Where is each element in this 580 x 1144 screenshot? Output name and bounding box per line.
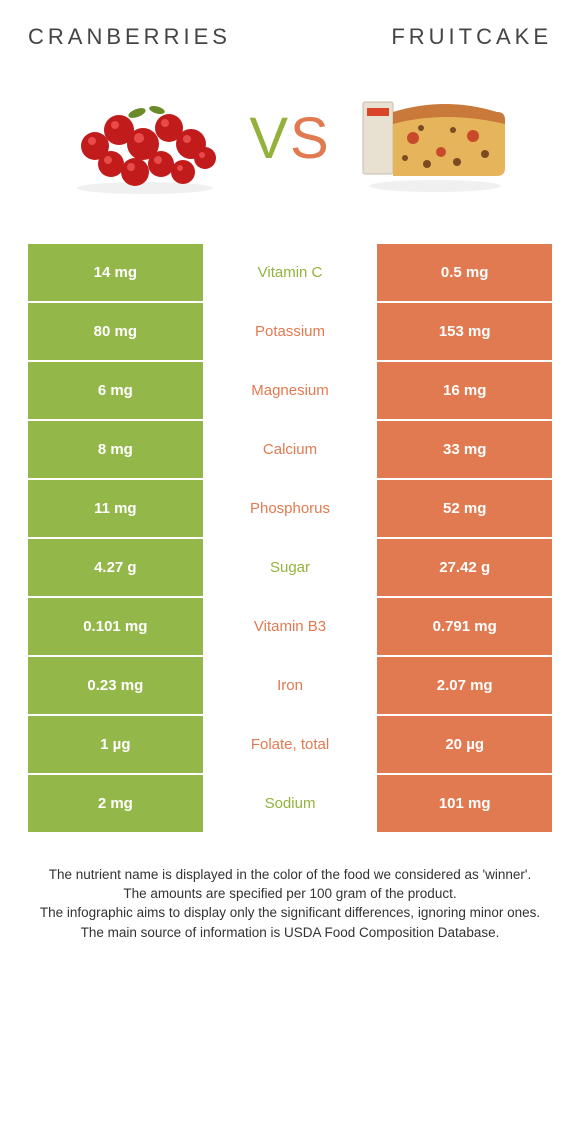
nutrient-label: Phosphorus	[203, 480, 378, 537]
nutrient-row: 2 mgSodium101 mg	[28, 775, 552, 832]
value-right: 52 mg	[377, 480, 552, 537]
vs-v: V	[249, 106, 290, 171]
value-right: 16 mg	[377, 362, 552, 419]
value-right: 20 µg	[377, 716, 552, 773]
value-left: 14 mg	[28, 244, 203, 301]
value-right: 153 mg	[377, 303, 552, 360]
cranberries-image	[65, 78, 225, 198]
nutrient-table: 14 mgVitamin C0.5 mg80 mgPotassium153 mg…	[28, 244, 552, 832]
nutrient-label: Iron	[203, 657, 378, 714]
title-left: CRANBERRIES	[28, 24, 231, 50]
value-left: 0.23 mg	[28, 657, 203, 714]
nutrient-row: 0.101 mgVitamin B30.791 mg	[28, 598, 552, 655]
value-left: 0.101 mg	[28, 598, 203, 655]
value-right: 0.5 mg	[377, 244, 552, 301]
value-left: 6 mg	[28, 362, 203, 419]
nutrient-label: Calcium	[203, 421, 378, 478]
nutrient-label: Sodium	[203, 775, 378, 832]
value-left: 8 mg	[28, 421, 203, 478]
value-right: 2.07 mg	[377, 657, 552, 714]
value-left: 1 µg	[28, 716, 203, 773]
value-right: 101 mg	[377, 775, 552, 832]
infographic-page: CRANBERRIES FRUITCAKE VS	[0, 0, 580, 942]
footnotes: The nutrient name is displayed in the co…	[28, 866, 552, 942]
nutrient-label: Sugar	[203, 539, 378, 596]
titles-row: CRANBERRIES FRUITCAKE	[28, 24, 552, 50]
nutrient-row: 14 mgVitamin C0.5 mg	[28, 244, 552, 301]
value-left: 4.27 g	[28, 539, 203, 596]
nutrient-label: Magnesium	[203, 362, 378, 419]
nutrient-row: 0.23 mgIron2.07 mg	[28, 657, 552, 714]
title-right: FRUITCAKE	[391, 24, 552, 50]
image-row: VS	[28, 78, 552, 198]
footnote-line: The amounts are specified per 100 gram o…	[36, 885, 544, 903]
fruitcake-image	[355, 78, 515, 198]
value-left: 2 mg	[28, 775, 203, 832]
value-right: 27.42 g	[377, 539, 552, 596]
nutrient-label: Folate, total	[203, 716, 378, 773]
nutrient-row: 6 mgMagnesium16 mg	[28, 362, 552, 419]
nutrient-label: Vitamin B3	[203, 598, 378, 655]
nutrient-row: 4.27 gSugar27.42 g	[28, 539, 552, 596]
value-right: 0.791 mg	[377, 598, 552, 655]
vs-s: S	[290, 106, 331, 171]
vs-label: VS	[249, 105, 330, 172]
value-left: 80 mg	[28, 303, 203, 360]
nutrient-row: 11 mgPhosphorus52 mg	[28, 480, 552, 537]
footnote-line: The main source of information is USDA F…	[36, 924, 544, 942]
nutrient-label: Vitamin C	[203, 244, 378, 301]
footnote-line: The infographic aims to display only the…	[36, 904, 544, 922]
value-left: 11 mg	[28, 480, 203, 537]
nutrient-row: 8 mgCalcium33 mg	[28, 421, 552, 478]
nutrient-row: 1 µgFolate, total20 µg	[28, 716, 552, 773]
value-right: 33 mg	[377, 421, 552, 478]
nutrient-label: Potassium	[203, 303, 378, 360]
footnote-line: The nutrient name is displayed in the co…	[36, 866, 544, 884]
nutrient-row: 80 mgPotassium153 mg	[28, 303, 552, 360]
